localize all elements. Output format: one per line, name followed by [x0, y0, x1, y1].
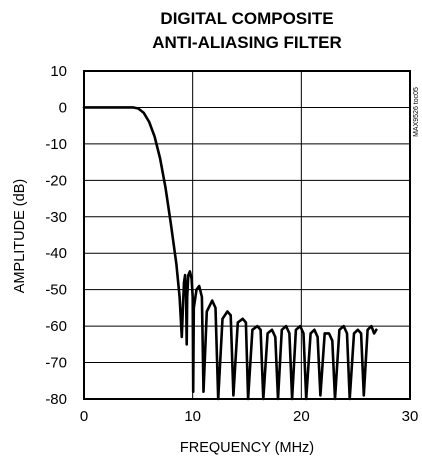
y-tick-label: -30 [45, 209, 67, 226]
x-tick-label: 30 [402, 408, 419, 425]
x-tick-label: 0 [80, 408, 88, 425]
y-axis-label: AMPLITUDE (dB) [12, 179, 28, 293]
chart-title-line-1: DIGITAL COMPOSITE [160, 9, 333, 28]
y-tick-label: -70 [45, 355, 67, 372]
y-tick-label: -60 [45, 318, 67, 335]
y-tick-label: -80 [45, 391, 67, 408]
x-tick-label: 20 [293, 408, 310, 425]
x-tick-label: 10 [184, 408, 201, 425]
series-layer [82, 106, 378, 401]
y-tick-label: -40 [45, 245, 67, 262]
y-tick-label: -50 [45, 282, 67, 299]
x-axis-label: FREQUENCY (MHz) [180, 440, 314, 456]
chart-code-annotation: MAX9526 toc05 [413, 87, 420, 137]
series-line-0 [82, 106, 378, 401]
y-tick-label: -20 [45, 172, 67, 189]
y-tick-label: 10 [50, 63, 67, 80]
y-tick-labels: 10 0 -10 -20 -30 -40 -50 -60 -70 -80 [45, 63, 67, 408]
chart-title-line-2: ANTI-ALIASING FILTER [152, 33, 342, 52]
x-tick-labels: 0 10 20 30 [80, 408, 419, 425]
y-tick-label: -10 [45, 136, 67, 153]
plot-frame [83, 70, 411, 400]
y-tick-label: 0 [59, 99, 67, 116]
